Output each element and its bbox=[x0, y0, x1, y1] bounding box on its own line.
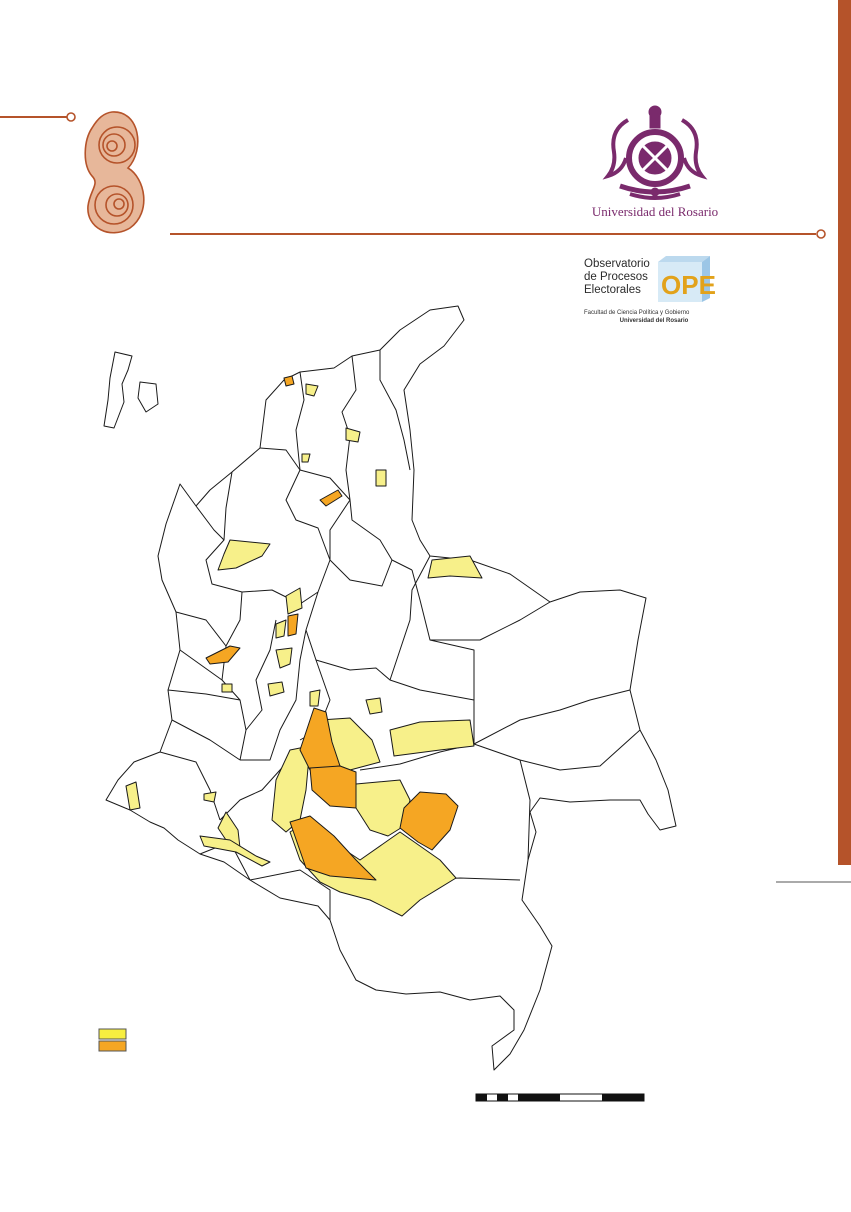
legend-swatch-dark bbox=[98, 1040, 127, 1052]
map-region bbox=[285, 587, 303, 615]
map-region bbox=[375, 469, 387, 487]
providencia-island bbox=[137, 381, 159, 413]
top-left-rule-end bbox=[66, 112, 76, 122]
map-legend bbox=[98, 1028, 127, 1052]
map-region bbox=[275, 619, 287, 639]
map-region bbox=[283, 375, 295, 387]
map-region bbox=[427, 555, 483, 579]
map-region bbox=[217, 539, 271, 571]
map-region bbox=[287, 613, 299, 637]
map-region bbox=[203, 791, 217, 803]
map-region bbox=[309, 689, 321, 707]
ope-title: Observatorio de Procesos Electorales bbox=[584, 258, 650, 296]
map-region bbox=[221, 683, 233, 693]
ope-cube-icon: OPE bbox=[658, 256, 716, 302]
map-region bbox=[301, 453, 311, 463]
map-region bbox=[389, 719, 475, 757]
university-name: Universidad del Rosario bbox=[591, 204, 719, 219]
map-region bbox=[199, 835, 271, 867]
university-crest-icon bbox=[602, 105, 708, 200]
map-region bbox=[309, 765, 357, 809]
header-rule-end bbox=[816, 229, 826, 239]
department-borders bbox=[159, 350, 641, 920]
map-region bbox=[399, 791, 459, 851]
ope-university: Universidad del Rosario bbox=[619, 318, 689, 324]
map-region bbox=[355, 779, 411, 837]
map-region bbox=[205, 645, 241, 665]
map-region bbox=[125, 781, 141, 811]
map-region bbox=[275, 647, 293, 669]
map-region bbox=[365, 697, 383, 715]
spiral-ornament-icon bbox=[84, 111, 145, 234]
legend-swatch-light bbox=[98, 1028, 127, 1040]
dark-category-areas bbox=[205, 375, 459, 881]
side-accent-bar bbox=[838, 0, 851, 865]
ope-mark-text: OPE bbox=[661, 270, 716, 300]
map-region bbox=[345, 427, 361, 443]
map-region bbox=[319, 489, 343, 507]
map-region bbox=[305, 383, 319, 397]
country-outline bbox=[105, 305, 677, 1071]
map-region bbox=[289, 815, 377, 881]
scale-bar bbox=[475, 1093, 645, 1102]
ope-faculty: Facultad de Ciencia Política y Gobierno bbox=[584, 310, 690, 316]
ope-logo: Observatorio de Procesos Electorales OPE… bbox=[584, 252, 724, 334]
map-region bbox=[267, 681, 285, 697]
san-andres-island bbox=[103, 351, 133, 429]
